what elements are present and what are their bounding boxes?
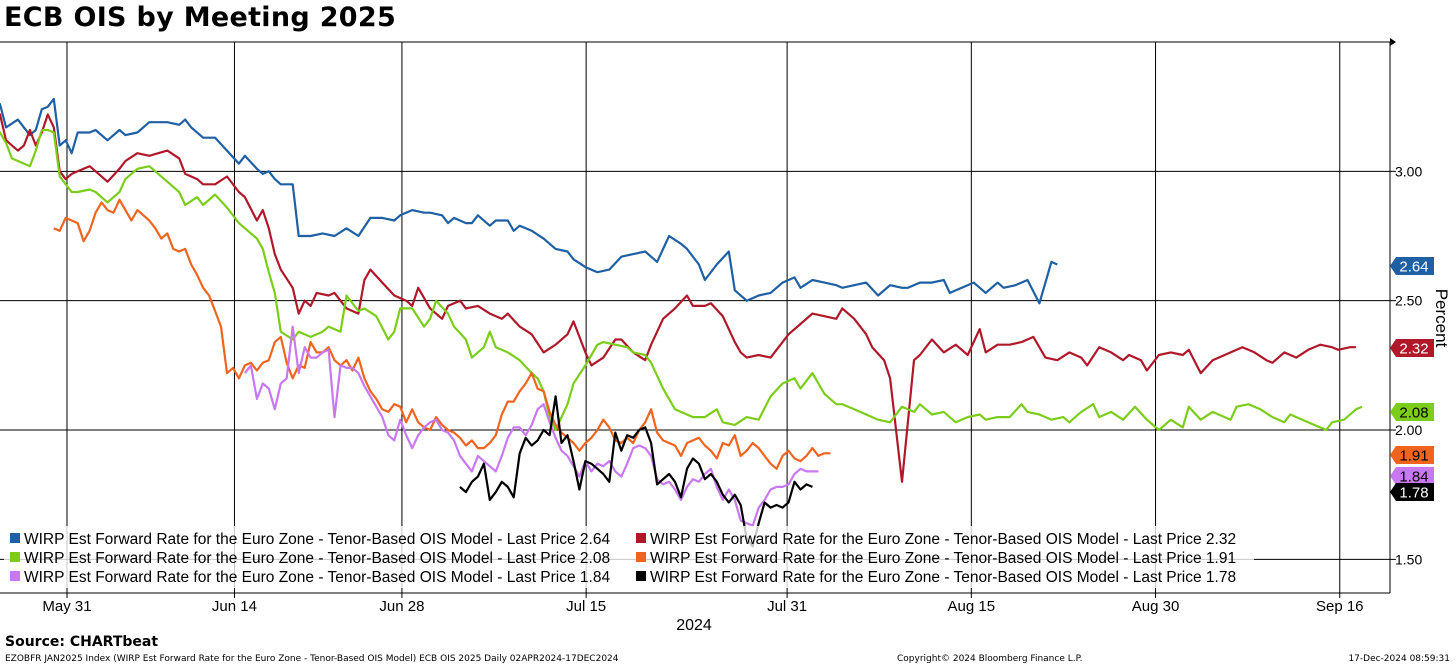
y-tick-label: 2.50 (1395, 293, 1422, 309)
last-price-value: 1.91 (1399, 448, 1428, 465)
legend-swatch (10, 552, 20, 562)
legend-swatch (636, 533, 646, 543)
legend-entry: WIRP Est Forward Rate for the Euro Zone … (650, 550, 1236, 567)
chart-title: ECB OIS by Meeting 2025 (4, 2, 397, 33)
legend-entry: WIRP Est Forward Rate for the Euro Zone … (650, 531, 1236, 548)
last-price-badge (1390, 257, 1434, 275)
last-price-badge (1390, 339, 1434, 357)
series-line (53, 198, 831, 470)
legend-swatch (10, 571, 20, 581)
legend-swatch (10, 533, 20, 543)
last-price-value: 1.78 (1399, 485, 1428, 502)
legend-entry: WIRP Est Forward Rate for the Euro Zone … (24, 531, 610, 548)
source-note: Source: CHARTbeat (5, 634, 159, 650)
x-tick-label: Sep 16 (1316, 598, 1364, 615)
y-tick-label: 1.50 (1395, 551, 1422, 567)
series-line (0, 113, 1356, 483)
legend-background (4, 526, 1254, 588)
x-tick-label: Jun 14 (212, 598, 257, 615)
footer-timestamp: 17-Dec-2024 08:59:31 (1348, 654, 1450, 664)
chart-area: May 31 Jun 14 Jun 28 Jul 15 Jul 31 Aug 15 Aug … (0, 38, 1451, 634)
y-tick-label: 2.00 (1395, 422, 1422, 438)
x-tick-label: Jun 28 (379, 598, 424, 615)
series-line (0, 97, 1058, 305)
last-price-value: 2.32 (1399, 341, 1428, 358)
legend-entry: WIRP Est Forward Rate for the Euro Zone … (24, 550, 610, 567)
footer-index-description: EZOBFR JAN2025 Index (WIRP Est Forward R… (5, 654, 619, 664)
y-axis-title: Percent (1432, 289, 1451, 348)
last-price-value: 1.84 (1399, 469, 1428, 486)
series-line (244, 325, 819, 527)
x-axis-title: 2024 (676, 617, 712, 634)
footer-copyright: Copyright© 2024 Bloomberg Finance L.P. (897, 654, 1083, 664)
last-price-badge (1390, 403, 1434, 421)
last-price-badge (1390, 467, 1434, 485)
last-price-badge (1390, 483, 1434, 501)
legend-entry: WIRP Est Forward Rate for the Euro Zone … (24, 569, 610, 586)
x-tick-label: May 31 (42, 598, 91, 615)
x-tick-label: Jul 31 (767, 598, 807, 615)
last-price-value: 2.64 (1399, 259, 1428, 276)
legend-swatch (636, 571, 646, 581)
legend: WIRP Est Forward Rate for the Euro Zone … (4, 526, 1254, 588)
axis-arrow (1390, 38, 1396, 46)
series-line (0, 128, 1363, 432)
y-tick-label: 3.00 (1395, 163, 1422, 179)
x-tick-label: Jul 15 (566, 598, 606, 615)
x-tick-label: Aug 15 (948, 598, 996, 615)
last-price-value: 2.08 (1399, 405, 1428, 422)
legend-entry: WIRP Est Forward Rate for the Euro Zone … (650, 569, 1236, 586)
axes: May 31 Jun 14 Jun 28 Jul 15 Jul 31 Aug 15 Aug … (0, 38, 1451, 634)
legend-swatch (636, 552, 646, 562)
x-tick-label: Aug 30 (1132, 598, 1180, 615)
last-price-badge (1390, 446, 1434, 464)
last-price-labels: 2.64 2.32 2.08 1.91 1.841.78 (1390, 257, 1434, 502)
series-lines (0, 97, 1363, 548)
